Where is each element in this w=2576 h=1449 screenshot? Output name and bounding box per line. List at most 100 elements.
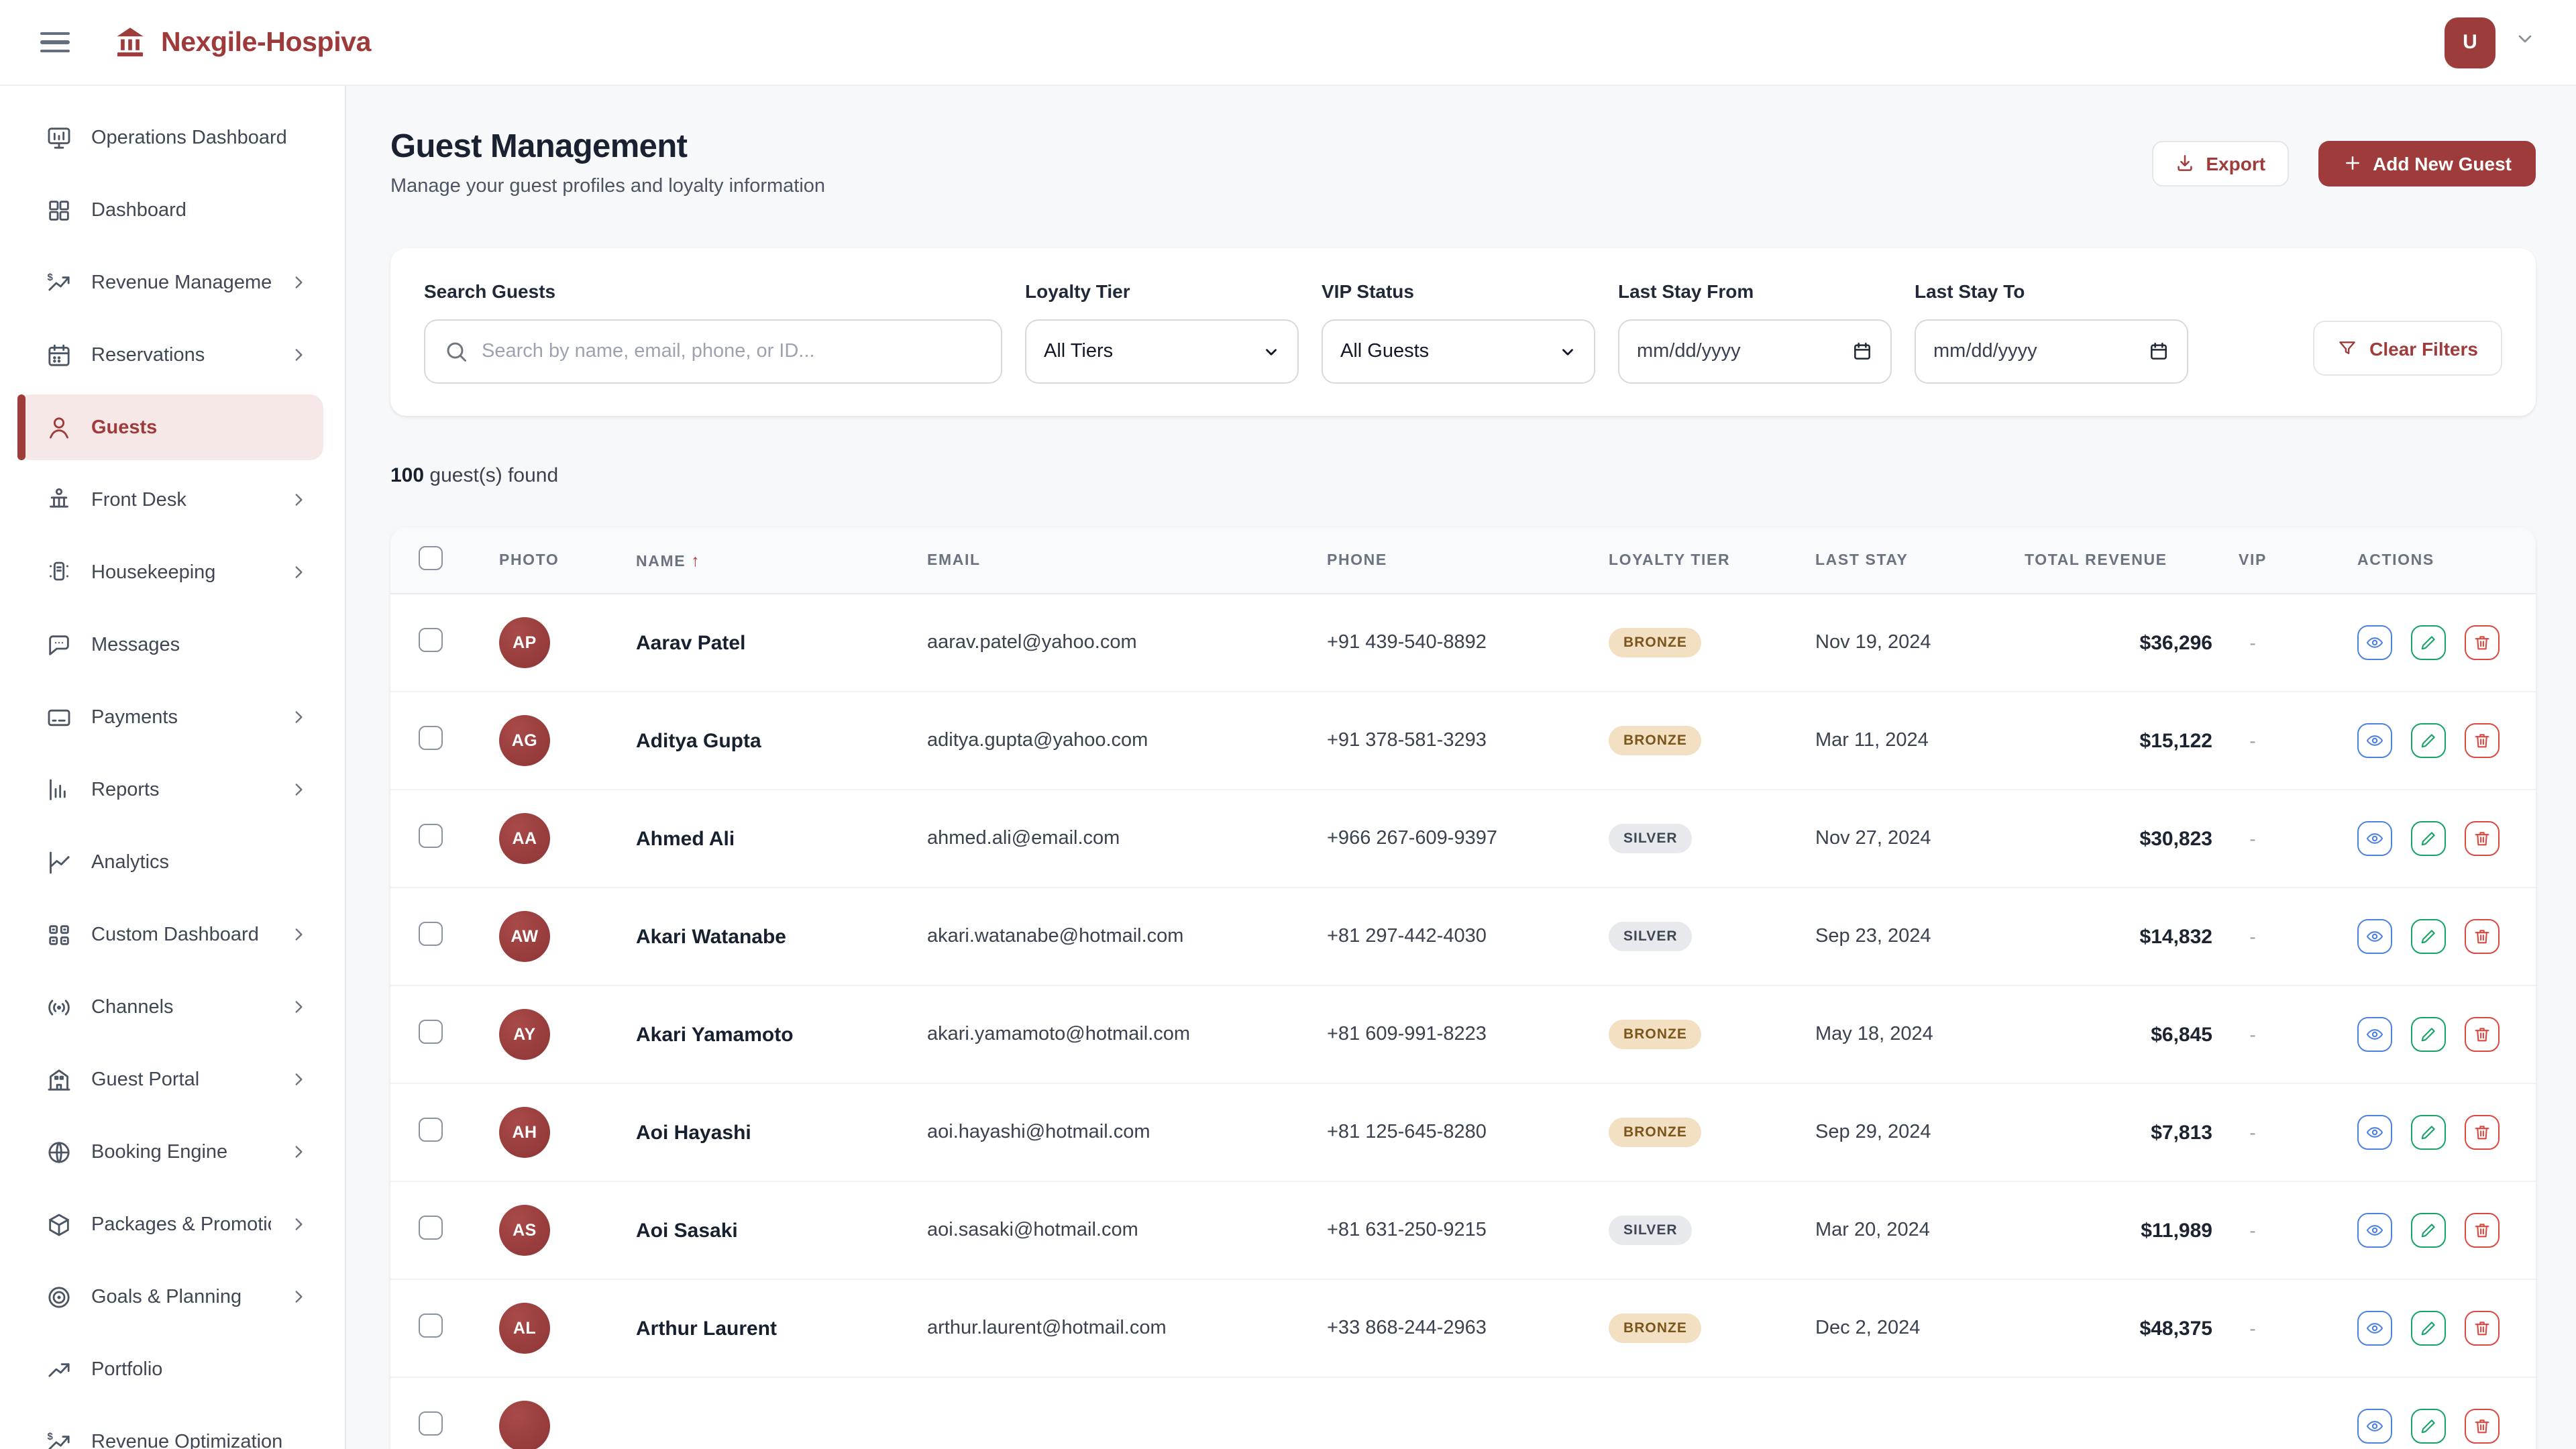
sidebar-item-guests[interactable]: Guests	[17, 394, 323, 460]
edit-guest-button[interactable]	[2411, 1017, 2446, 1052]
sidebar-item-operations-dashboard[interactable]: Operations Dashboard	[17, 105, 323, 170]
edit-guest-button[interactable]	[2411, 1213, 2446, 1248]
delete-guest-button[interactable]	[2465, 1017, 2500, 1052]
vip-status-select[interactable]: All Guests	[1322, 319, 1595, 384]
row-checkbox[interactable]	[419, 1117, 443, 1141]
add-new-guest-button[interactable]: Add New Guest	[2318, 140, 2536, 186]
view-guest-button[interactable]	[2357, 723, 2392, 758]
sidebar-item-reports[interactable]: Reports	[17, 757, 323, 822]
clear-filters-button[interactable]: Clear Filters	[2313, 321, 2502, 376]
message-icon	[46, 631, 72, 658]
search-input[interactable]	[482, 341, 982, 362]
vip-indicator: -	[2249, 926, 2256, 947]
edit-guest-button[interactable]	[2411, 919, 2446, 954]
row-checkbox[interactable]	[419, 1411, 443, 1435]
guest-name: Arthur Laurent	[636, 1317, 777, 1340]
sidebar-item-channels[interactable]: Channels	[17, 974, 323, 1040]
chevron-right-icon	[290, 564, 307, 581]
edit-guest-button[interactable]	[2411, 821, 2446, 856]
delete-guest-button[interactable]	[2465, 1409, 2500, 1444]
sidebar-item-packages-promotions[interactable]: Packages & Promotions	[17, 1191, 323, 1257]
edit-guest-button[interactable]	[2411, 723, 2446, 758]
row-checkbox[interactable]	[419, 921, 443, 945]
delete-guest-button[interactable]	[2465, 919, 2500, 954]
guest-email: aditya.gupta@yahoo.com	[927, 730, 1148, 751]
row-checkbox[interactable]	[419, 725, 443, 749]
select-all-checkbox[interactable]	[419, 546, 443, 570]
line-chart-icon	[46, 849, 72, 875]
view-guest-button[interactable]	[2357, 1213, 2392, 1248]
column-header-name[interactable]: NAME ↑	[636, 551, 701, 570]
delete-guest-button[interactable]	[2465, 1311, 2500, 1346]
delete-guest-button[interactable]	[2465, 1115, 2500, 1150]
custom-grid-icon	[46, 921, 72, 948]
row-checkbox[interactable]	[419, 1019, 443, 1043]
target-icon	[46, 1283, 72, 1310]
sidebar-item-payments[interactable]: Payments	[17, 684, 323, 750]
trending-up-icon	[46, 1356, 72, 1383]
view-guest-button[interactable]	[2357, 1409, 2392, 1444]
last-stay-to-input[interactable]: mm/dd/yyyy	[1915, 319, 2188, 384]
sidebar-item-guest-portal[interactable]: Guest Portal	[17, 1046, 323, 1112]
sidebar-item-custom-dashboard[interactable]: Custom Dashboard	[17, 902, 323, 967]
sidebar-item-portfolio[interactable]: Portfolio	[17, 1336, 323, 1402]
sidebar-item-revenue-optimization[interactable]: $ Revenue Optimization	[17, 1409, 323, 1449]
sidebar-item-front-desk[interactable]: Front Desk	[17, 467, 323, 533]
table-row: AH Aoi Hayashi aoi.hayashi@hotmail.com +…	[390, 1084, 2536, 1182]
hamburger-menu-button[interactable]	[40, 22, 80, 62]
view-guest-button[interactable]	[2357, 919, 2392, 954]
column-header-total-revenue[interactable]: TOTAL REVENUE	[2025, 552, 2167, 568]
eye-icon	[2366, 1421, 2383, 1432]
trash-icon	[2475, 1028, 2489, 1042]
delete-guest-button[interactable]	[2465, 821, 2500, 856]
view-guest-button[interactable]	[2357, 1115, 2392, 1150]
row-checkbox[interactable]	[419, 627, 443, 651]
edit-guest-button[interactable]	[2411, 625, 2446, 660]
view-guest-button[interactable]	[2357, 821, 2392, 856]
building-icon	[46, 1066, 72, 1093]
last-stay-from-input[interactable]: mm/dd/yyyy	[1618, 319, 1892, 384]
total-revenue: $11,989	[2141, 1219, 2212, 1242]
revenue-trend-icon: $	[46, 269, 72, 296]
calendar-icon	[46, 341, 72, 368]
edit-guest-button[interactable]	[2411, 1311, 2446, 1346]
sidebar-item-booking-engine[interactable]: Booking Engine	[17, 1119, 323, 1185]
chevron-right-icon	[290, 1071, 307, 1088]
view-guest-button[interactable]	[2357, 625, 2392, 660]
guest-name: Aoi Sasaki	[636, 1219, 738, 1242]
guest-name: Aditya Gupta	[636, 729, 761, 752]
sidebar-item-reservations[interactable]: Reservations	[17, 322, 323, 388]
view-guest-button[interactable]	[2357, 1311, 2392, 1346]
view-guest-button[interactable]	[2357, 1017, 2392, 1052]
column-header-email[interactable]: EMAIL	[927, 552, 981, 568]
chevron-down-icon[interactable]	[2514, 28, 2536, 56]
eye-icon	[2366, 735, 2383, 746]
sidebar-item-messages[interactable]: Messages	[17, 612, 323, 678]
avatar: AH	[499, 1107, 550, 1158]
row-checkbox[interactable]	[419, 823, 443, 847]
sort-ascending-icon: ↑	[691, 551, 701, 570]
column-header-loyalty-tier[interactable]: LOYALTY TIER	[1609, 552, 1731, 568]
row-checkbox[interactable]	[419, 1313, 443, 1337]
trash-icon	[2475, 930, 2489, 944]
sidebar-item-revenue-management[interactable]: $ Revenue Management	[17, 250, 323, 315]
edit-guest-button[interactable]	[2411, 1409, 2446, 1444]
edit-guest-button[interactable]	[2411, 1115, 2446, 1150]
loyalty-tier-select[interactable]: All Tiers	[1025, 319, 1299, 384]
column-header-last-stay[interactable]: LAST STAY	[1815, 552, 1909, 568]
row-checkbox[interactable]	[419, 1215, 443, 1239]
page-title: Guest Management	[390, 129, 688, 165]
delete-guest-button[interactable]	[2465, 1213, 2500, 1248]
delete-guest-button[interactable]	[2465, 625, 2500, 660]
user-avatar[interactable]: U	[2445, 17, 2496, 68]
sidebar-item-analytics[interactable]: Analytics	[17, 829, 323, 895]
delete-guest-button[interactable]	[2465, 723, 2500, 758]
sidebar-item-housekeeping[interactable]: Housekeeping	[17, 539, 323, 605]
sidebar-item-dashboard[interactable]: Dashboard	[17, 177, 323, 243]
front-desk-icon	[46, 486, 72, 513]
export-button[interactable]: Export	[2152, 140, 2289, 186]
svg-text:$: $	[48, 271, 54, 282]
vip-indicator: -	[2249, 1318, 2256, 1339]
pencil-icon	[2421, 1224, 2435, 1238]
sidebar-item-goals-planning[interactable]: Goals & Planning	[17, 1264, 323, 1330]
